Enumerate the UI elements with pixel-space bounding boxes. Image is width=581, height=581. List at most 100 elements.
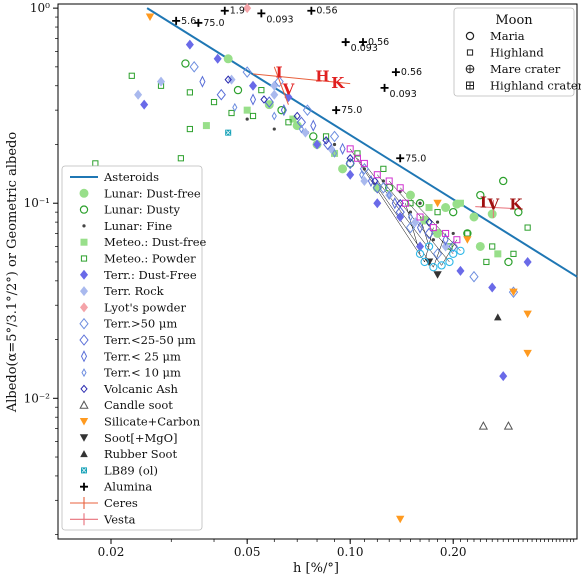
moon-legend-entry: Mare crater [465, 62, 561, 76]
moon-legend-marker-cross [466, 82, 474, 89]
legend-entry: Silicate+Carbon [79, 415, 201, 429]
point-terr-dust-free [346, 169, 355, 180]
point-moon-maria-open-circles [424, 242, 434, 251]
point-terr-25-50-m [448, 240, 458, 253]
point-moon-highland-open-squares [396, 184, 404, 192]
ceres-hbar [252, 73, 351, 85]
point-lunar-fine [418, 201, 422, 205]
legend-marker [70, 497, 98, 509]
point-moon-maria-open-circles [429, 263, 438, 272]
alumina-point [391, 68, 400, 77]
legend-marker [80, 255, 88, 262]
alumina-label: 0.56 [368, 37, 389, 48]
point-terr-dust-free [140, 99, 149, 110]
point-terr-rock [385, 190, 394, 201]
point-moon-highland-open-squares [385, 177, 393, 185]
point-terr-dust-free [416, 241, 425, 252]
moon-legend-label: Highland crater [490, 79, 581, 93]
alumina-point [220, 6, 229, 15]
point-terr-25-m [280, 104, 287, 117]
legend-entry: Meteo.: Powder [80, 252, 196, 266]
point-meteo-powder [510, 250, 517, 257]
x-tick-label: 0.02 [98, 545, 125, 559]
alumina-label: 0.56 [316, 6, 337, 17]
point-terr-dust-free [213, 53, 222, 64]
point-terr-50-m [359, 163, 370, 175]
legend-entry: Terr.<25-50 μm [79, 333, 196, 347]
point-meteo-powder [177, 155, 184, 162]
point-meteo-dust-free [202, 122, 210, 130]
legend-marker-cross [70, 513, 98, 526]
legend-entry: Lunar: Dust-free [79, 186, 201, 200]
point-terr-dust-free [499, 371, 508, 382]
point-terr-50-m [189, 61, 199, 73]
legend-marker [80, 269, 88, 280]
alumina-label: 0.093 [390, 89, 417, 100]
point-moon-highland-open-squares [401, 199, 409, 207]
point-terr-50-m [469, 270, 479, 283]
point-terr-25-m [310, 119, 317, 132]
point-candle-soot [503, 421, 514, 430]
moon-legend-label: Maria [490, 29, 525, 43]
point-moon-maria-open-circles [415, 249, 425, 259]
alumina-point [380, 83, 389, 92]
vesta-hbar [475, 206, 514, 209]
point-volcanic-ash [371, 176, 379, 186]
point-terr-25-50-m [296, 116, 307, 129]
legend-entry: Ceres [70, 496, 138, 510]
point-terr-dust-free [249, 80, 258, 91]
point-terr-50-m [242, 66, 252, 78]
legend-entry: Terr. Rock [80, 284, 165, 298]
annotation-layer: IVH KI V K [276, 64, 524, 214]
legend-entry: Meteo.: Dust-free [80, 235, 207, 249]
point-volcanic-ash [425, 217, 433, 227]
legend-label: Terr. Rock [104, 284, 165, 298]
point-meteo-powder [128, 72, 135, 79]
annotation-letter: V [282, 81, 295, 99]
alumina-label: 5.6 [181, 16, 196, 27]
alumina-label: 0.093 [266, 14, 293, 25]
point-terr-10-m [386, 190, 392, 200]
legend-entry: Lunar: Fine [82, 219, 172, 233]
point-moon-maria-open-circles [420, 257, 429, 267]
legend-entry: Volcanic Ash [80, 382, 179, 396]
point-silicate-carbon [523, 310, 532, 319]
point-terr-25-m [249, 93, 257, 106]
legend-entry: Terr.< 10 μm [81, 366, 181, 380]
point-silicate-carbon [433, 199, 442, 208]
point-soot-mgo [433, 271, 442, 279]
y-tick-label: 10⁰ [30, 1, 50, 15]
point-moon-highland-open-squares [453, 236, 461, 244]
point-lunar-dusty [233, 85, 243, 95]
point-meteo-powder [354, 150, 361, 157]
legend-label: Terr.< 25 μm [104, 349, 181, 363]
moon-legend-entry: Highland crater [466, 79, 581, 93]
x-tick-label: 0.05 [234, 545, 261, 559]
legend-marker [82, 224, 86, 228]
annotation-letter: I [480, 194, 487, 212]
point-terr-25-50-m [372, 181, 382, 194]
moon-legend-label: Highland [490, 46, 544, 60]
legend-marker [81, 467, 87, 474]
data-layer [92, 3, 578, 524]
point-silicate-carbon [463, 236, 472, 244]
alumina-label: 0.56 [401, 67, 422, 78]
legend-marker [80, 450, 88, 458]
point-lunar-fine [435, 220, 440, 224]
point-terr-dust-free [313, 139, 322, 150]
legend-label: Rubber Soot [104, 447, 177, 461]
legend-marker-cross [70, 497, 98, 509]
legend-label: Candle soot [104, 398, 173, 412]
legend-entry: Asteroids [70, 170, 159, 184]
alumina-point [332, 106, 341, 115]
point-terr-25-m [391, 197, 398, 210]
point-meteo-dust-free [425, 204, 433, 212]
legend-label: Lunar: Dusty [104, 203, 180, 217]
point-lunar-fine [245, 117, 249, 121]
annotation-letter: I [276, 64, 283, 82]
legend-marker [79, 434, 89, 442]
x-tick-label: 0.10 [337, 545, 364, 559]
grid-and-ticks: 0.02 0.05 0.10 0.20 10⁻² 10⁻¹ 10⁰ [24, 1, 575, 559]
